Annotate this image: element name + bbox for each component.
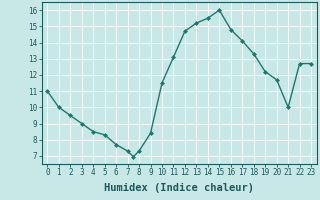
X-axis label: Humidex (Indice chaleur): Humidex (Indice chaleur) <box>104 183 254 193</box>
